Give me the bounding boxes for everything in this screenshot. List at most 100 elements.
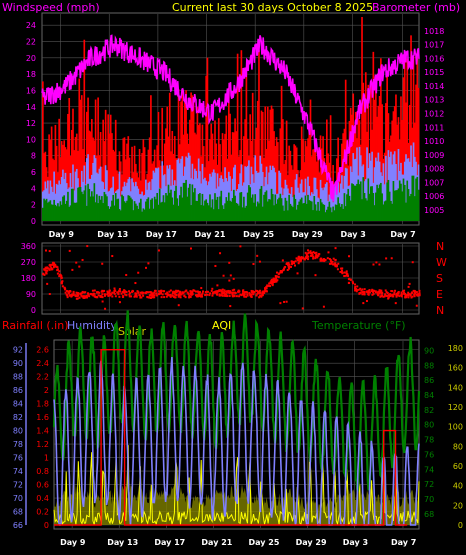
wind-direction-point xyxy=(228,295,231,298)
avg-wind-series-bar xyxy=(255,170,258,221)
low-wind-series-bar xyxy=(50,204,53,221)
low-wind-series-bar xyxy=(85,205,88,221)
wind-direction-point xyxy=(387,297,390,300)
wind-direction-point xyxy=(385,294,388,297)
low-wind-series-bar xyxy=(366,200,368,221)
wind-direction-point xyxy=(79,292,82,295)
gust-series-bar xyxy=(70,129,73,221)
wind-direction-point xyxy=(393,293,396,296)
wind-direction-point xyxy=(293,262,296,265)
wind-direction-point xyxy=(360,289,363,292)
gust-series-bar xyxy=(148,137,151,221)
wind-direction-point xyxy=(232,277,235,280)
wind-direction-point xyxy=(298,260,301,263)
wind-direction-point xyxy=(67,291,70,294)
wind-direction-point xyxy=(118,290,121,293)
wind-direction-point xyxy=(99,295,102,298)
wind-direction-point xyxy=(410,292,413,295)
low-wind-series-bar xyxy=(161,201,164,221)
wind-direction-point xyxy=(368,289,371,292)
wind-direction-point xyxy=(409,293,412,296)
avg-wind-series-bar xyxy=(349,166,352,221)
avg-wind-series-bar xyxy=(382,163,385,221)
low-wind-series-bar xyxy=(303,202,306,221)
wind-direction-point xyxy=(280,271,283,274)
wind-direction-point xyxy=(113,287,116,290)
low-wind-series-bar xyxy=(304,195,307,221)
wind-direction-point xyxy=(315,253,318,256)
wind-direction-point xyxy=(228,292,231,295)
low-wind-series-bar xyxy=(142,208,145,221)
low-wind-series-bar xyxy=(264,192,267,221)
gust-series-bar xyxy=(217,118,220,221)
wind-direction-point xyxy=(291,262,294,265)
low-wind-series-bar xyxy=(113,205,116,221)
wind-direction-point xyxy=(299,260,302,263)
wind-direction-point xyxy=(248,292,251,295)
low-wind-series-bar xyxy=(221,205,224,221)
low-wind-series-bar xyxy=(192,192,195,221)
temperature-tick: 78 xyxy=(424,436,434,445)
low-wind-series-bar xyxy=(47,202,49,221)
low-wind-series-bar xyxy=(68,206,71,221)
wind-direction-point xyxy=(333,262,336,265)
avg-wind-series-bar xyxy=(268,172,270,221)
avg-wind-series-bar xyxy=(102,182,104,221)
rainfall-tick: 1.4 xyxy=(36,427,49,436)
low-wind-series-bar xyxy=(185,179,187,221)
wind-direction-point xyxy=(83,291,86,294)
humidity-tick: 80 xyxy=(13,427,23,436)
low-wind-series-bar xyxy=(230,201,233,221)
low-wind-series-bar xyxy=(54,204,57,221)
wind-direction-point xyxy=(113,292,116,295)
avg-wind-series-bar xyxy=(391,164,394,221)
low-wind-series-bar xyxy=(255,206,258,221)
low-wind-series-bar xyxy=(226,200,229,221)
wind-direction-point xyxy=(104,307,107,310)
low-wind-series-bar xyxy=(238,205,240,221)
wind-direction-point xyxy=(287,261,290,264)
wind-direction-point xyxy=(155,294,158,297)
wind-direction-point xyxy=(113,291,116,294)
wind-direction-point xyxy=(371,288,374,291)
low-wind-series-bar xyxy=(280,198,283,221)
wind-direction-point xyxy=(147,262,150,265)
wind-direction-point xyxy=(314,257,317,260)
wind-direction-point xyxy=(189,290,192,293)
gust-series-bar xyxy=(138,148,141,221)
aqi-tick: 140 xyxy=(448,383,463,392)
avg-wind-series-bar xyxy=(99,166,102,221)
low-wind-series-bar xyxy=(91,191,93,221)
low-wind-series-bar xyxy=(361,199,363,221)
wind-direction-point xyxy=(139,296,142,299)
low-wind-series-bar xyxy=(49,200,52,221)
low-wind-series-bar xyxy=(362,177,365,221)
low-wind-series-bar xyxy=(343,193,346,221)
wind-direction-point xyxy=(58,275,61,278)
gust-series-bar xyxy=(109,114,112,221)
wind-direction-point xyxy=(120,292,123,295)
x-tick-label: Day 17 xyxy=(154,538,185,547)
avg-wind-series-bar xyxy=(344,167,347,221)
wind-direction-point xyxy=(101,300,104,303)
low-wind-series-bar xyxy=(166,195,169,221)
wind-direction-point xyxy=(50,268,53,271)
low-wind-series-bar xyxy=(148,208,151,221)
rainfall-tick: 0.2 xyxy=(36,508,49,517)
wind-direction-point xyxy=(165,295,168,298)
wind-direction-point xyxy=(123,289,126,292)
wind-direction-point xyxy=(410,296,413,299)
wind-direction-point xyxy=(171,292,174,295)
gust-series-bar xyxy=(103,141,106,221)
rainfall-tick: 2.4 xyxy=(36,359,49,368)
wind-direction-point xyxy=(54,265,57,268)
wind-direction-point xyxy=(314,252,317,255)
low-wind-series-bar xyxy=(372,193,375,221)
wind-direction-point xyxy=(151,296,154,299)
low-wind-series-bar xyxy=(324,212,327,221)
wind-direction-point xyxy=(413,293,416,296)
wind-direction-point xyxy=(397,291,400,294)
wind-direction-point xyxy=(56,266,59,269)
rainfall-tick: 0.6 xyxy=(36,481,49,490)
wind-direction-point xyxy=(265,287,268,290)
